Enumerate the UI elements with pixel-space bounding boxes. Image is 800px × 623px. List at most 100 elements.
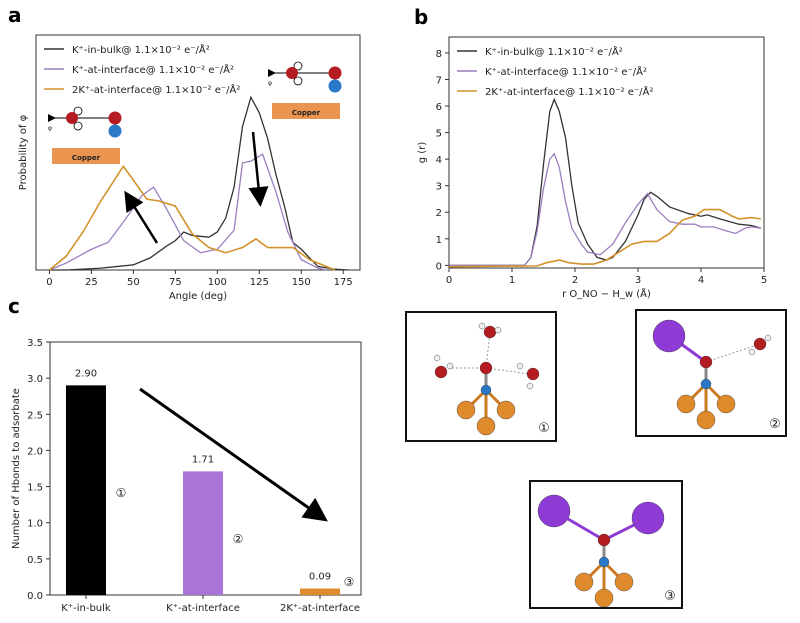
y-tick-label: 8 xyxy=(436,49,442,60)
bar-2 xyxy=(183,471,223,595)
hydrogen-bond xyxy=(485,367,531,375)
x-tick-label: K⁺-at-interface xyxy=(166,603,240,614)
water-oxygen xyxy=(434,365,448,379)
y-tick-label: 0.5 xyxy=(27,555,43,566)
series-line-2 xyxy=(49,153,327,271)
oxygen-atom xyxy=(286,67,298,79)
water-oxygen xyxy=(753,337,767,351)
x-tick-label: K⁺-in-bulk xyxy=(61,603,111,614)
structure-number-label: ① xyxy=(538,421,550,436)
nitrogen-atom xyxy=(328,79,342,93)
copper-atom xyxy=(614,572,634,592)
water-hydrogen xyxy=(494,326,502,334)
x-axis-label: Angle (deg) xyxy=(169,291,227,302)
oxygen-atom xyxy=(108,111,122,125)
water-hydrogen xyxy=(478,322,486,330)
plot-frame xyxy=(448,36,765,269)
nitrogen-atom xyxy=(108,124,122,138)
water-hydrogen xyxy=(516,362,524,370)
x-tick-label: 50 xyxy=(127,277,140,288)
legend-entry: 2K⁺-at-interface@ 1.1×10⁻² e⁻/Å² xyxy=(72,83,240,96)
nitrogen-atom xyxy=(700,378,712,390)
phi-label: φ xyxy=(268,80,272,87)
panel-label-c: c xyxy=(8,294,20,318)
copper-atom xyxy=(696,410,716,430)
x-tick-label: 175 xyxy=(334,277,353,288)
oxygen-atom xyxy=(66,112,78,124)
trend-arrow xyxy=(248,131,269,207)
legend-entry: 2K⁺-at-interface@ 1.1×10⁻² e⁻/Å² xyxy=(485,85,653,98)
series-line-3 xyxy=(48,164,336,271)
oxygen-atom xyxy=(699,355,713,369)
hydrogen-bond xyxy=(705,343,761,363)
x-tick-label: 2 xyxy=(572,275,578,286)
trend-arrow xyxy=(124,190,159,244)
x-tick-label: 5 xyxy=(761,275,767,286)
y-tick-label: 2.5 xyxy=(27,410,43,421)
legend-entry: K⁺-at-interface@ 1.1×10⁻² e⁻/Å² xyxy=(485,65,647,78)
panel-label-a: a xyxy=(8,3,22,27)
structure-number-label: ③ xyxy=(664,589,676,604)
plot-frame xyxy=(35,34,361,271)
copper-label: Copper xyxy=(292,109,321,117)
structure-number: ③ xyxy=(344,575,355,589)
chart-b: 0 1 2 3 4 5 0 1 2 3 4 5 6 7 8 r O_NO − H_w (Å) g (r) K⁺-i… xyxy=(417,36,767,300)
copper-atom xyxy=(456,400,476,420)
copper-atom xyxy=(476,416,496,436)
y-axis-label: Number of Hbonds to adsorbate xyxy=(11,388,22,549)
x-tick-label: 100 xyxy=(208,277,227,288)
y-tick-label: 5 xyxy=(436,129,442,140)
chart-c: 0.0 0.5 1.0 1.5 2.0 2.5 3.0 3.5 Number of Hbonds… xyxy=(11,338,362,614)
bar-3 xyxy=(300,588,340,595)
y-tick-label: 0 xyxy=(436,261,442,272)
hydrogen-atom xyxy=(73,106,83,116)
water-hydrogen xyxy=(446,362,454,370)
phi-label: φ xyxy=(48,125,52,132)
y-tick-label: 2.0 xyxy=(27,446,43,457)
copper-atom xyxy=(716,394,736,414)
y-tick-label: 3 xyxy=(436,182,442,193)
copper-slab xyxy=(272,103,340,119)
legend-entry: K⁺-at-interface@ 1.1×10⁻² e⁻/Å² xyxy=(72,63,234,76)
y-tick-label: 1 xyxy=(436,235,442,246)
series-line-1 xyxy=(449,97,762,266)
series-line-3 xyxy=(448,208,761,268)
trend-arrow xyxy=(139,387,328,522)
y-axis-label: Probability of φ xyxy=(18,114,29,190)
copper-slab xyxy=(52,148,120,164)
y-tick-label: 3.5 xyxy=(27,338,43,349)
bar-1 xyxy=(66,385,106,595)
chart-a: 0 25 50 75 100 125 150 175 Angle (deg) Probabilit… xyxy=(18,34,361,302)
water-hydrogen xyxy=(526,382,534,390)
structure-insets: ① ② ③ xyxy=(405,309,787,609)
x-tick-label: 75 xyxy=(169,277,182,288)
x-tick-label: 0 xyxy=(446,275,452,286)
x-tick-label: 25 xyxy=(85,277,98,288)
oxygen-atom xyxy=(597,533,611,547)
water-hydrogen xyxy=(764,334,772,342)
x-tick-label: 0 xyxy=(46,277,52,288)
x-tick-label: 2K⁺-at-interface xyxy=(280,603,360,614)
y-tick-label: 1.5 xyxy=(27,483,43,494)
water-oxygen xyxy=(483,325,497,339)
structure-number: ② xyxy=(233,532,244,546)
y-tick-label: 7 xyxy=(436,75,442,86)
x-axis-label: r O_NO − H_w (Å) xyxy=(562,287,651,300)
water-hydrogen xyxy=(748,348,756,356)
x-tick-label: 1 xyxy=(509,275,515,286)
y-tick-label: 6 xyxy=(436,102,442,113)
y-tick-label: 2 xyxy=(436,208,442,219)
copper-atom xyxy=(676,394,696,414)
structure-number: ① xyxy=(116,486,127,500)
potassium-ion xyxy=(652,319,686,353)
y-tick-label: 4 xyxy=(436,155,442,166)
y-tick-label: 1.0 xyxy=(27,519,43,530)
hydrogen-atom xyxy=(73,121,83,131)
bar-data-label: 1.71 xyxy=(192,454,214,465)
hydrogen-atom xyxy=(293,61,303,71)
potassium-ion xyxy=(631,501,665,535)
bar-data-label: 2.90 xyxy=(75,368,97,379)
nitrogen-atom xyxy=(598,556,610,568)
